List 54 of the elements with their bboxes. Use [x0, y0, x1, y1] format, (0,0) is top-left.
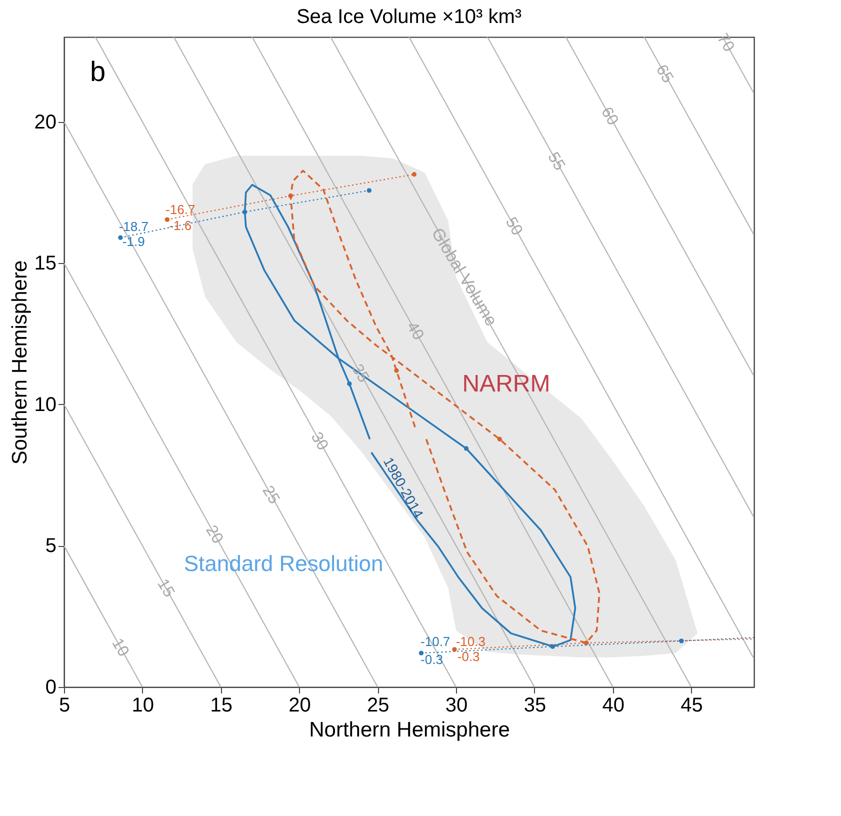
- x-tick-label: 25: [367, 694, 390, 716]
- annotation: -10.3: [456, 634, 486, 650]
- annotation: 30: [307, 429, 332, 454]
- annotation: -1.9: [122, 234, 145, 249]
- annotation: 70: [713, 30, 738, 55]
- annotation: -1.6: [169, 218, 192, 234]
- annotation: 40: [402, 319, 427, 344]
- point: [464, 446, 469, 451]
- point: [679, 638, 684, 644]
- y-tick-label: 10: [34, 394, 56, 416]
- annotation: -0.3: [457, 649, 480, 664]
- x-tick-label: 10: [132, 694, 154, 716]
- point: [497, 436, 502, 442]
- annotation: 60: [597, 104, 622, 128]
- point: [366, 188, 372, 193]
- annotation: 35: [348, 362, 372, 386]
- x-tick-label: 30: [445, 694, 468, 716]
- x-tick-label: 40: [602, 694, 624, 716]
- annotation: -0.3: [420, 652, 443, 667]
- point: [164, 217, 170, 222]
- annotation: 50: [502, 214, 526, 239]
- annotation: -10.7: [420, 634, 450, 650]
- annotation: NARRM: [462, 370, 550, 398]
- annotation: 20: [202, 522, 226, 547]
- point: [584, 640, 589, 646]
- y-axis-title: Southern Hemisphere: [8, 260, 32, 465]
- annotation: -18.7: [118, 218, 148, 234]
- y-tick-label: 15: [34, 252, 56, 275]
- annotation: 25: [258, 483, 282, 508]
- point: [394, 368, 399, 373]
- y-tick-label: 0: [45, 676, 56, 698]
- x-tick-label: 5: [58, 694, 70, 716]
- annotation: b: [90, 56, 106, 87]
- point: [550, 644, 555, 649]
- point: [118, 235, 123, 240]
- annotation: 55: [544, 150, 568, 174]
- chart-title: Sea Ice Volume ×10³ km³: [296, 6, 522, 28]
- annotation: 65: [652, 62, 676, 86]
- x-tick-label: 20: [288, 694, 311, 716]
- x-tick-label: 45: [680, 694, 703, 716]
- annotation: 10: [108, 636, 132, 660]
- y-tick-label: 20: [34, 111, 56, 134]
- annotation: 15: [154, 576, 178, 600]
- point: [288, 193, 293, 198]
- point: [347, 381, 352, 386]
- point: [242, 210, 248, 214]
- annotation: Standard Resolution: [184, 551, 384, 576]
- x-tick-label: 35: [524, 694, 546, 716]
- point: [412, 172, 417, 177]
- x-axis-title: Northern Hemisphere: [309, 718, 510, 742]
- point: [452, 647, 457, 652]
- annotation: -16.7: [166, 202, 196, 217]
- x-tick-label: 15: [210, 694, 232, 716]
- y-tick-label: 5: [45, 535, 56, 558]
